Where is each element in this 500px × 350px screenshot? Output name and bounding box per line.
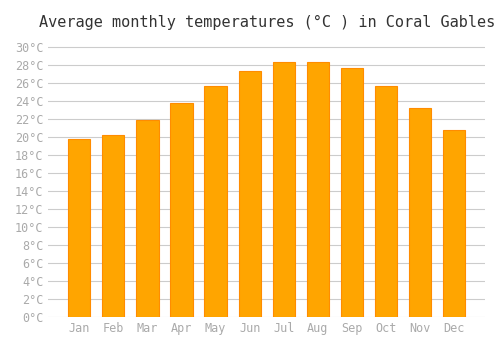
Bar — [136, 120, 158, 317]
Title: Average monthly temperatures (°C ) in Coral Gables: Average monthly temperatures (°C ) in Co… — [38, 15, 495, 30]
Bar — [204, 86, 227, 317]
Bar — [443, 130, 465, 317]
Bar — [306, 62, 329, 317]
Bar — [238, 71, 260, 317]
Bar — [272, 62, 295, 317]
Bar — [170, 103, 192, 317]
Bar — [341, 68, 363, 317]
Bar — [409, 108, 431, 317]
Bar — [102, 135, 124, 317]
Bar — [68, 139, 90, 317]
Bar — [375, 86, 397, 317]
